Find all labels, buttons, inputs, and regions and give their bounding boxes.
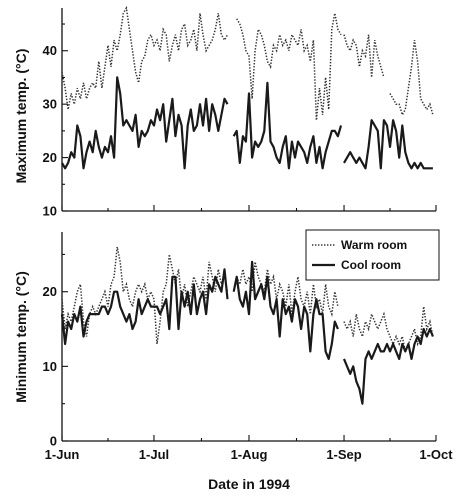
- y-tick-label: 10: [43, 359, 57, 374]
- series-line-cool-room: [343, 119, 433, 170]
- min-temp-panel: 0 10 20 1-Jun 1-Jul 1-Aug 1-Sep 1-Oct: [43, 232, 453, 462]
- y-tick-label: 0: [50, 434, 57, 449]
- y-tick-label: 40: [43, 43, 57, 58]
- legend-label-cool-room: Cool room: [341, 258, 401, 272]
- series-line-warm-room: [236, 261, 339, 317]
- x-axis-title: Date in 1994: [208, 476, 290, 492]
- y-axis-title-max: Maximum temp. (°C): [13, 49, 29, 184]
- y-tick-label: 10: [43, 204, 57, 219]
- series-line-warm-room: [343, 306, 434, 354]
- series-line-cool-room: [342, 327, 434, 405]
- series-line-warm-room: [61, 246, 229, 345]
- x-tick-label: 1-Sep: [326, 447, 361, 462]
- series-line-cool-room: [60, 268, 229, 346]
- y-tick-label: 20: [43, 150, 57, 165]
- series-line-warm-room: [343, 34, 385, 78]
- y-axis-title-min: Minimum temp. (°C): [13, 271, 29, 403]
- legend: Warm room Cool room: [305, 229, 440, 281]
- x-tick-label: 1-Oct: [419, 447, 453, 462]
- series-line-warm-room: [389, 39, 434, 117]
- x-tick-label: 1-Aug: [231, 447, 268, 462]
- series-line-cool-room: [232, 260, 339, 360]
- x-tick-label: 1-Jun: [45, 447, 80, 462]
- legend-box: [305, 229, 440, 281]
- x-tick-label: 1-Jul: [139, 447, 169, 462]
- y-tick-label: 20: [43, 284, 57, 299]
- legend-label-warm-room: Warm room: [341, 238, 407, 252]
- series-line-cool-room: [232, 81, 343, 170]
- series-line-cool-room: [61, 76, 229, 170]
- series-line-warm-room: [61, 5, 229, 110]
- y-tick-label: 30: [43, 97, 57, 112]
- series-line-warm-room: [236, 13, 342, 121]
- max-temp-panel: 10 20 30 40: [43, 5, 437, 219]
